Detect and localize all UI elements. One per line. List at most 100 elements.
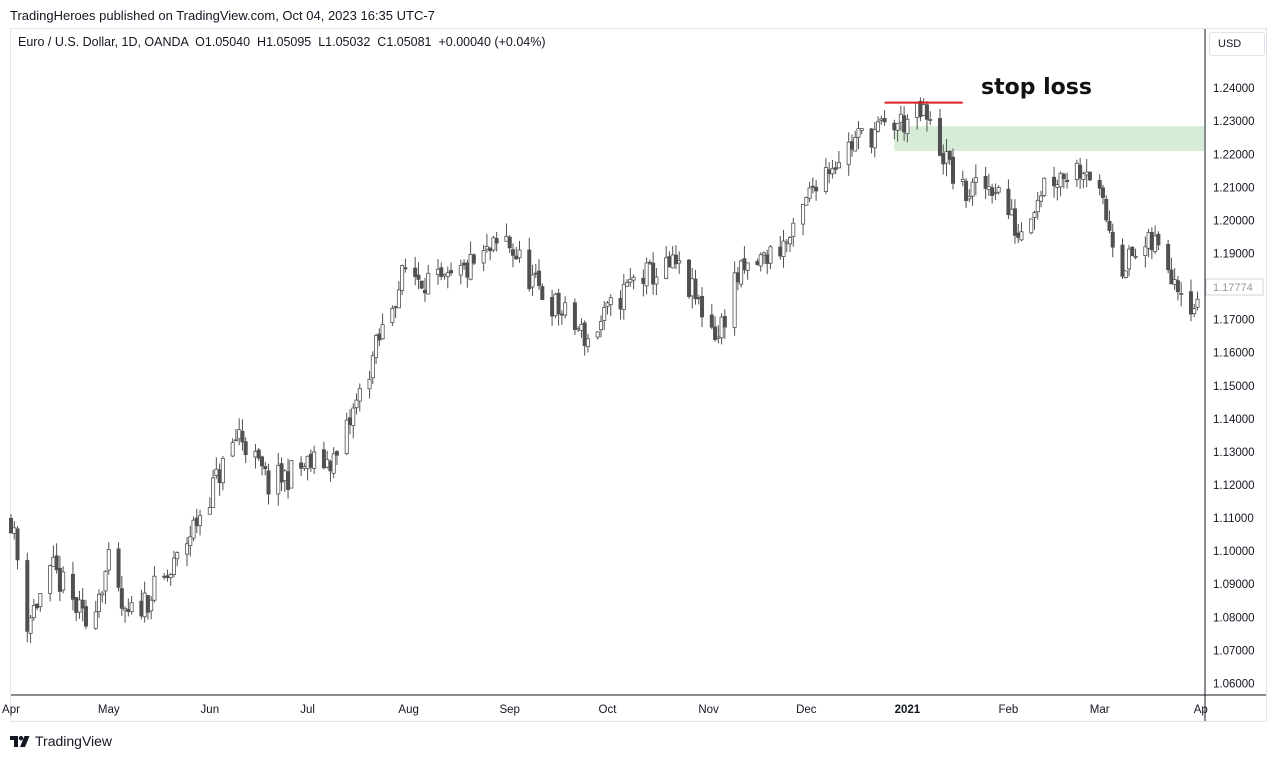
candle-body: [960, 179, 965, 182]
candle-body: [585, 338, 590, 348]
candle-body: [951, 156, 956, 184]
candle-body: [299, 462, 304, 469]
candle-body: [709, 314, 714, 328]
candle-body: [1179, 293, 1184, 295]
candle-body: [673, 254, 678, 265]
candle-body: [25, 560, 30, 632]
candle-body: [331, 453, 336, 474]
candle-body: [517, 249, 522, 259]
candle-body: [778, 246, 783, 257]
candle-body: [882, 117, 887, 123]
candle-body: [973, 177, 978, 183]
supply-zone-rect: [894, 126, 1204, 151]
candle-body: [693, 278, 698, 300]
candle-body: [54, 555, 59, 571]
candle-body: [256, 449, 261, 459]
candle-body: [171, 557, 176, 575]
currency-button[interactable]: USD: [1209, 32, 1265, 56]
candle-body: [937, 118, 942, 156]
candle-body: [484, 246, 489, 250]
candle-body: [1143, 246, 1148, 256]
candle-body: [35, 603, 40, 609]
candle-body: [38, 593, 43, 608]
candle-body: [139, 600, 144, 617]
candle-body: [162, 575, 167, 578]
candle-body: [556, 292, 561, 315]
candle-body: [1149, 231, 1154, 251]
candle-body: [416, 274, 421, 280]
candle-body: [686, 259, 691, 297]
candle-body: [664, 257, 669, 279]
candle-body: [696, 297, 701, 300]
candle-body: [312, 451, 317, 469]
candle-body: [641, 277, 646, 284]
candle-body: [253, 450, 258, 458]
candle-body: [1172, 279, 1177, 285]
price-tick-label: 1.08000: [1213, 612, 1255, 624]
candle-body: [305, 455, 310, 469]
candle-body: [628, 278, 633, 283]
candle-body: [1120, 244, 1125, 277]
candle-body: [100, 592, 105, 596]
candle-body: [325, 458, 330, 468]
candle-body: [48, 565, 53, 594]
candle-body: [781, 240, 786, 257]
candle-body: [651, 262, 656, 285]
candle-body: [761, 252, 766, 256]
candle-body: [1084, 171, 1089, 176]
candle-body: [902, 115, 907, 133]
candle-body: [879, 118, 884, 121]
candle-body: [739, 260, 744, 285]
candle-body: [690, 278, 695, 297]
candle-body: [1169, 269, 1174, 285]
legend-close-label: C: [377, 35, 387, 49]
candle-body: [344, 419, 349, 454]
candle-body: [947, 150, 952, 160]
candle-body: [791, 222, 796, 237]
candle-body: [194, 517, 199, 527]
candle-body: [481, 250, 486, 264]
candle-body: [804, 197, 809, 206]
candle-body: [282, 470, 287, 481]
candle-body: [755, 261, 760, 266]
candle-body: [380, 324, 385, 340]
time-tick-label: Jul: [300, 704, 315, 716]
candle-body: [849, 141, 854, 150]
candle-body: [233, 439, 238, 442]
candle-body: [207, 507, 212, 515]
candle-body: [677, 260, 682, 264]
candle-body: [175, 552, 180, 560]
candle-body: [1192, 308, 1197, 315]
candle-body: [488, 247, 493, 252]
candle-body: [263, 466, 268, 470]
candle-body: [722, 316, 727, 328]
candle-body: [396, 289, 401, 309]
candle-body: [449, 270, 454, 274]
candle-body: [230, 442, 235, 457]
candle-body: [784, 241, 789, 244]
candle-body: [915, 102, 920, 118]
candle-body: [266, 470, 271, 495]
legend-high-label: H: [257, 35, 267, 49]
time-tick-label: Ap: [1194, 704, 1208, 716]
candle-body: [788, 236, 793, 245]
stop-loss-label: stop loss: [981, 75, 1092, 100]
candle-body: [700, 295, 705, 318]
candle-body: [964, 180, 969, 201]
price-tick-label: 1.10000: [1213, 546, 1255, 558]
candle-body: [983, 176, 988, 189]
candle-body: [944, 151, 949, 164]
price-tick-label: 1.23000: [1213, 116, 1255, 128]
tradingview-brand-text: TradingView: [35, 733, 113, 749]
candle-body: [103, 570, 108, 592]
price-tick-label: 1.06000: [1213, 678, 1255, 690]
time-tick-label: Oct: [599, 704, 618, 716]
candle-body: [80, 599, 85, 609]
candle-body: [540, 286, 545, 301]
candle-body: [12, 527, 17, 534]
candle-body: [533, 272, 538, 275]
candle-body: [742, 258, 747, 271]
candle-body: [351, 407, 356, 427]
time-tick-label: Sep: [499, 704, 519, 716]
